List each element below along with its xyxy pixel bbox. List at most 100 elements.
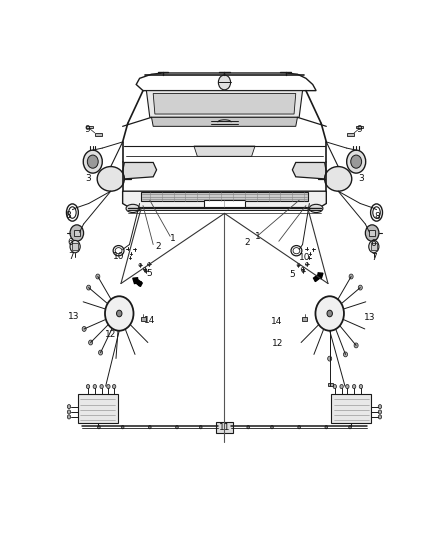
Circle shape xyxy=(315,296,344,330)
Ellipse shape xyxy=(126,204,140,213)
Text: 11: 11 xyxy=(219,423,231,432)
Circle shape xyxy=(67,415,71,419)
Circle shape xyxy=(354,343,358,348)
Circle shape xyxy=(67,405,71,409)
Circle shape xyxy=(176,425,178,429)
Text: 7: 7 xyxy=(68,252,74,261)
Text: 1: 1 xyxy=(170,234,176,243)
Polygon shape xyxy=(74,230,80,236)
Text: 1: 1 xyxy=(255,232,261,241)
Circle shape xyxy=(298,425,300,429)
Circle shape xyxy=(347,150,366,173)
Polygon shape xyxy=(72,243,78,250)
Text: 3: 3 xyxy=(359,174,364,183)
Circle shape xyxy=(343,352,347,357)
Text: 12: 12 xyxy=(105,330,117,340)
Circle shape xyxy=(349,425,351,429)
Polygon shape xyxy=(194,146,255,156)
Circle shape xyxy=(87,285,91,290)
Text: 10: 10 xyxy=(299,253,311,262)
Polygon shape xyxy=(347,133,354,136)
Polygon shape xyxy=(123,191,326,207)
Text: 10: 10 xyxy=(113,252,124,261)
Polygon shape xyxy=(141,317,146,321)
Circle shape xyxy=(359,384,363,389)
Circle shape xyxy=(378,415,381,419)
Polygon shape xyxy=(204,200,245,207)
Polygon shape xyxy=(369,230,375,236)
Polygon shape xyxy=(328,383,333,386)
Circle shape xyxy=(105,296,134,330)
Circle shape xyxy=(353,384,356,389)
Text: 13: 13 xyxy=(364,313,375,322)
Circle shape xyxy=(88,340,93,345)
Text: 12: 12 xyxy=(272,340,283,349)
Text: 5: 5 xyxy=(289,270,295,279)
Circle shape xyxy=(86,384,90,389)
Text: 2: 2 xyxy=(155,242,160,251)
Circle shape xyxy=(100,384,103,389)
Circle shape xyxy=(199,425,202,429)
Polygon shape xyxy=(371,243,377,250)
FancyArrow shape xyxy=(133,278,142,287)
Circle shape xyxy=(271,425,273,429)
Ellipse shape xyxy=(325,166,352,191)
Text: 14: 14 xyxy=(271,317,283,326)
Polygon shape xyxy=(356,126,363,128)
Circle shape xyxy=(351,155,362,168)
Text: 8: 8 xyxy=(374,212,380,221)
Circle shape xyxy=(365,225,379,241)
Text: 9: 9 xyxy=(85,125,90,134)
Text: 14: 14 xyxy=(144,316,155,325)
Polygon shape xyxy=(141,192,307,201)
Polygon shape xyxy=(332,394,371,423)
Circle shape xyxy=(328,356,332,361)
Circle shape xyxy=(99,350,102,355)
FancyArrow shape xyxy=(314,273,323,281)
Text: 5: 5 xyxy=(146,269,152,278)
Text: 3: 3 xyxy=(85,174,91,183)
Circle shape xyxy=(83,150,102,173)
Circle shape xyxy=(247,425,250,429)
Circle shape xyxy=(346,384,349,389)
Ellipse shape xyxy=(309,204,323,213)
Circle shape xyxy=(96,274,100,279)
Circle shape xyxy=(93,384,96,389)
Circle shape xyxy=(148,425,151,429)
Text: 8: 8 xyxy=(65,211,71,220)
Circle shape xyxy=(358,285,362,290)
Circle shape xyxy=(333,384,336,389)
Polygon shape xyxy=(95,133,102,136)
Polygon shape xyxy=(123,163,156,179)
Text: 7: 7 xyxy=(371,253,377,262)
Text: 2: 2 xyxy=(245,238,251,247)
Polygon shape xyxy=(293,163,326,179)
Polygon shape xyxy=(78,394,117,423)
Polygon shape xyxy=(216,422,233,432)
Circle shape xyxy=(70,240,80,253)
Circle shape xyxy=(98,425,100,429)
Polygon shape xyxy=(153,93,296,114)
Polygon shape xyxy=(136,73,316,91)
Polygon shape xyxy=(86,126,93,128)
Circle shape xyxy=(219,75,230,90)
Circle shape xyxy=(369,240,379,253)
Circle shape xyxy=(67,410,71,414)
Circle shape xyxy=(82,327,86,332)
Circle shape xyxy=(117,310,122,317)
Circle shape xyxy=(325,425,328,429)
Circle shape xyxy=(107,384,110,389)
Circle shape xyxy=(70,225,84,241)
Circle shape xyxy=(327,310,332,317)
Ellipse shape xyxy=(97,166,124,191)
Circle shape xyxy=(113,384,116,389)
Text: 9: 9 xyxy=(357,125,363,134)
Text: 13: 13 xyxy=(68,312,80,321)
Polygon shape xyxy=(152,117,297,126)
Circle shape xyxy=(87,155,98,168)
Text: 6: 6 xyxy=(371,239,376,248)
Polygon shape xyxy=(146,91,303,117)
Polygon shape xyxy=(302,317,307,321)
Circle shape xyxy=(121,425,124,429)
Circle shape xyxy=(378,405,381,409)
